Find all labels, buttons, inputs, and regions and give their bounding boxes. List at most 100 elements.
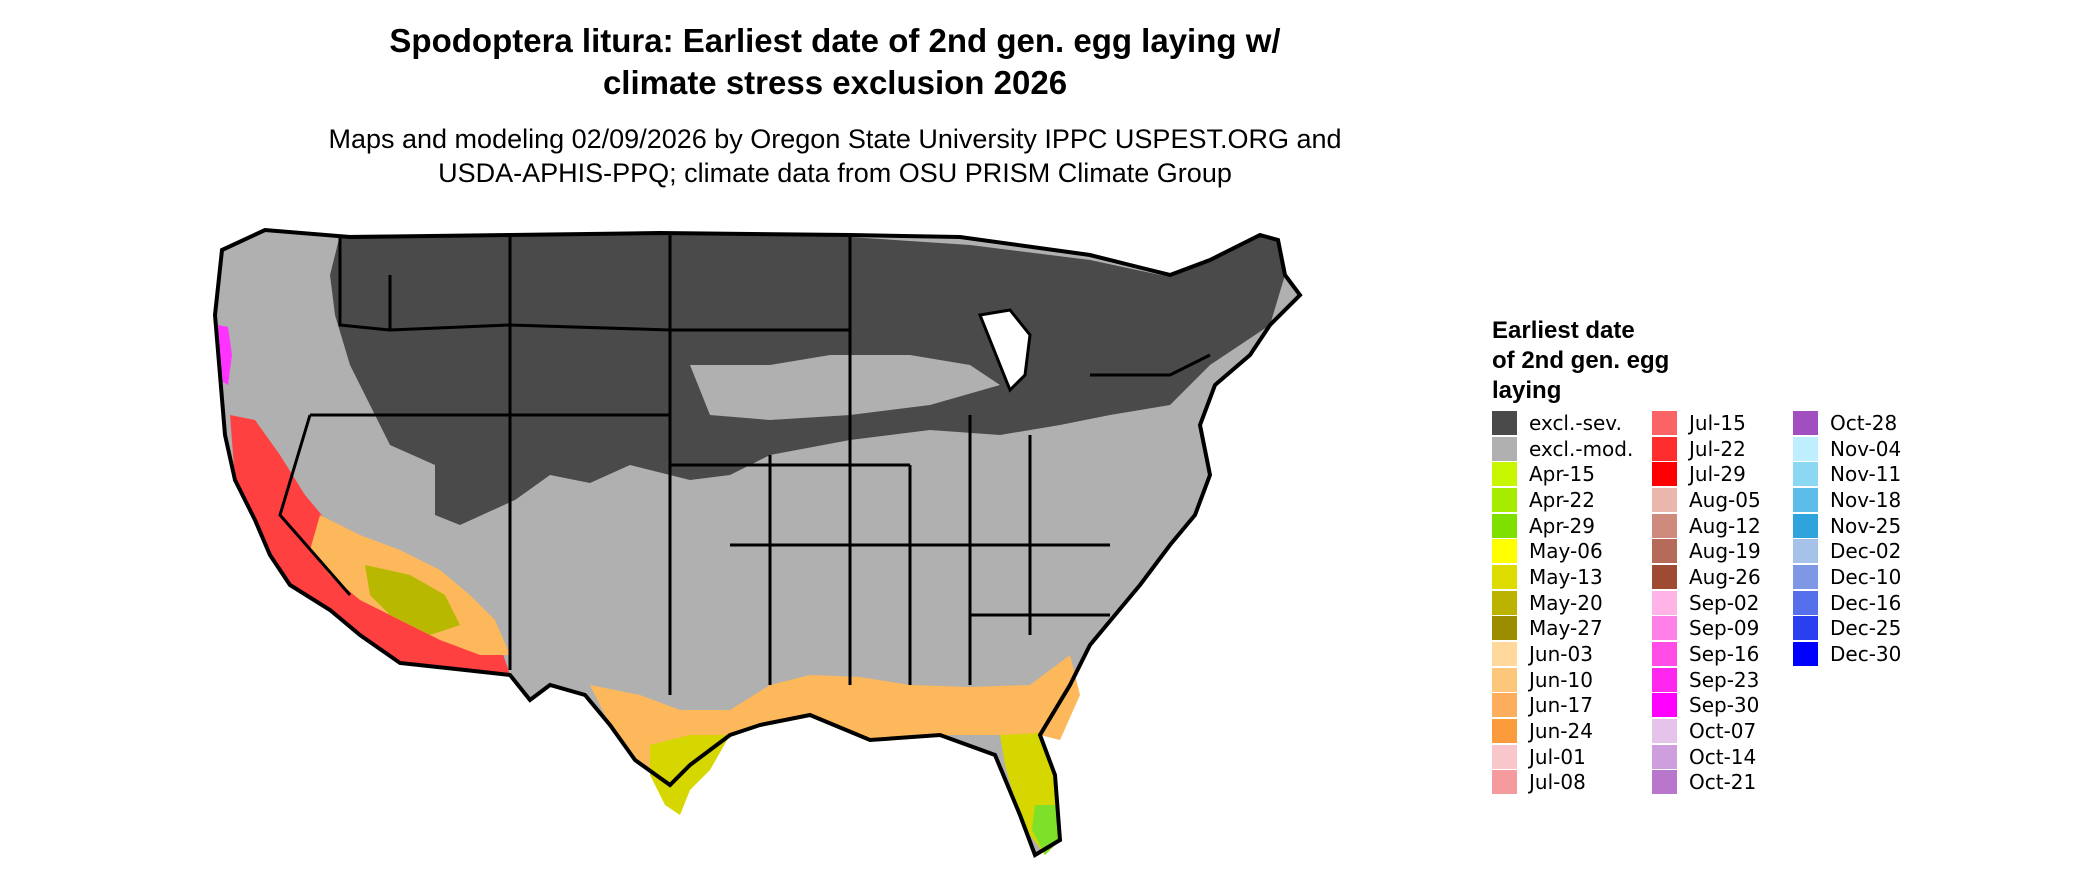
legend-swatch: [1492, 513, 1517, 538]
us-border: [212, 227, 1303, 858]
legend-item: Jun-10: [1492, 667, 1633, 693]
legend-item: Apr-22: [1492, 487, 1633, 513]
legend-label: Aug-05: [1689, 487, 1761, 512]
legend-label: Dec-10: [1830, 564, 1902, 589]
legend-item: Jul-08: [1492, 770, 1633, 796]
legend-label: May-13: [1529, 564, 1603, 589]
legend-label: Jun-03: [1529, 642, 1593, 667]
legend-item: Apr-29: [1492, 513, 1633, 539]
legend-item: Sep-09: [1652, 616, 1761, 642]
legend-swatch: [1652, 667, 1677, 692]
legend-swatch: [1793, 487, 1818, 512]
legend-item: Dec-25: [1793, 616, 1901, 642]
legend-label: Dec-30: [1830, 642, 1902, 667]
legend-item: Dec-02: [1793, 538, 1901, 564]
legend-label: Sep-09: [1689, 616, 1760, 641]
map-subtitle-line-1: Maps and modeling 02/09/2026 by Oregon S…: [328, 124, 1342, 154]
map-title: Spodoptera litura: Earliest date of 2nd …: [240, 20, 1430, 104]
legend-swatch: [1793, 513, 1818, 538]
legend-label: Jun-17: [1529, 693, 1593, 718]
legend-item: Sep-30: [1652, 693, 1761, 719]
legend-label: Nov-04: [1830, 436, 1902, 461]
legend-swatch: [1652, 462, 1677, 487]
legend-label: Oct-28: [1830, 410, 1898, 435]
legend-item: Sep-16: [1652, 641, 1761, 667]
legend-swatch: [1492, 436, 1517, 461]
legend-swatch: [1652, 539, 1677, 564]
legend-column-1: excl.-sev. excl.-mod. Apr-15 Apr-22 Apr-29 Ma…: [1492, 410, 1633, 795]
legend-item: Aug-05: [1652, 487, 1761, 513]
legend-label: excl.-mod.: [1529, 436, 1634, 461]
legend-item: Dec-10: [1793, 564, 1901, 590]
legend-swatch: [1492, 487, 1517, 512]
legend-item: Jun-17: [1492, 693, 1633, 719]
legend-column-3: Oct-28 Nov-04 Nov-11 Nov-18 Nov-25 Dec-02 Dec-…: [1793, 410, 1901, 667]
legend-swatch: [1793, 642, 1818, 667]
spring-region-arizona: [365, 565, 460, 635]
us-map: [212, 227, 1303, 858]
spring-region-texas: [650, 735, 730, 815]
legend-item: excl.-mod.: [1492, 436, 1633, 462]
legend-swatch: [1492, 719, 1517, 744]
legend-title-line-3: laying: [1492, 377, 1562, 404]
legend-item: Aug-12: [1652, 513, 1761, 539]
legend-label: May-27: [1529, 616, 1603, 641]
legend-swatch: [1793, 462, 1818, 487]
legend-label: Apr-29: [1529, 513, 1595, 538]
legend-item: Aug-19: [1652, 538, 1761, 564]
map-subtitle-line-2: USDA-APHIS-PPQ; climate data from OSU PR…: [438, 158, 1232, 188]
legend-label: Sep-16: [1689, 642, 1760, 667]
legend-swatch: [1793, 564, 1818, 589]
legend-item: Dec-30: [1793, 641, 1901, 667]
legend-swatch: [1793, 616, 1818, 641]
legend-item: excl.-sev.: [1492, 410, 1633, 436]
legend-swatch: [1652, 436, 1677, 461]
legend-item: Nov-11: [1793, 461, 1901, 487]
legend-swatch: [1492, 539, 1517, 564]
legend-item: Apr-15: [1492, 461, 1633, 487]
legend-swatch: [1492, 590, 1517, 615]
map-subtitle: Maps and modeling 02/09/2026 by Oregon S…: [240, 122, 1430, 190]
legend-item: Nov-25: [1793, 513, 1901, 539]
legend-label: Nov-11: [1830, 462, 1902, 487]
legend-swatch: [1793, 539, 1818, 564]
legend-swatch: [1652, 564, 1677, 589]
legend-swatch: [1652, 770, 1677, 795]
state-boundaries: [278, 233, 1211, 695]
legend-label: Jul-29: [1689, 462, 1746, 487]
legend-item: Dec-16: [1793, 590, 1901, 616]
legend-label: Aug-19: [1689, 539, 1761, 564]
legend-swatch: [1652, 410, 1677, 435]
legend-swatch: [1652, 642, 1677, 667]
legend-item: Jul-29: [1652, 461, 1761, 487]
legend-label: Jul-08: [1529, 770, 1586, 795]
legend-item: Oct-07: [1652, 718, 1761, 744]
great-lakes: [977, 308, 1032, 393]
legend-label: Oct-07: [1689, 719, 1757, 744]
legend-item: Jul-22: [1652, 436, 1761, 462]
legend-item: Oct-21: [1652, 770, 1761, 796]
legend-swatch: [1492, 667, 1517, 692]
legend-title-line-2: of 2nd gen. egg: [1492, 347, 1670, 374]
legend-swatch: [1492, 744, 1517, 769]
legend-label: May-20: [1529, 590, 1603, 615]
legend-swatch: [1793, 436, 1818, 461]
legend-item: Aug-26: [1652, 564, 1761, 590]
legend-label: Sep-30: [1689, 693, 1760, 718]
legend-label: Jun-24: [1529, 719, 1593, 744]
legend-item: Nov-18: [1793, 487, 1901, 513]
legend-swatch: [1492, 564, 1517, 589]
legend-column-2: Jul-15 Jul-22 Jul-29 Aug-05 Aug-12 Aug-19 Aug-…: [1652, 410, 1761, 795]
legend-item: Jun-03: [1492, 641, 1633, 667]
legend-swatch: [1652, 616, 1677, 641]
legend-label: Aug-12: [1689, 513, 1761, 538]
legend-item: Jul-01: [1492, 744, 1633, 770]
legend-label: Jul-15: [1689, 410, 1746, 435]
legend-item: Sep-23: [1652, 667, 1761, 693]
legend-swatch: [1652, 513, 1677, 538]
legend-label: Jul-01: [1529, 744, 1586, 769]
legend-label: Dec-16: [1830, 590, 1902, 615]
moderate-pocket-midwest: [690, 355, 1000, 420]
legend-item: Jul-15: [1652, 410, 1761, 436]
legend-label: Oct-14: [1689, 744, 1757, 769]
